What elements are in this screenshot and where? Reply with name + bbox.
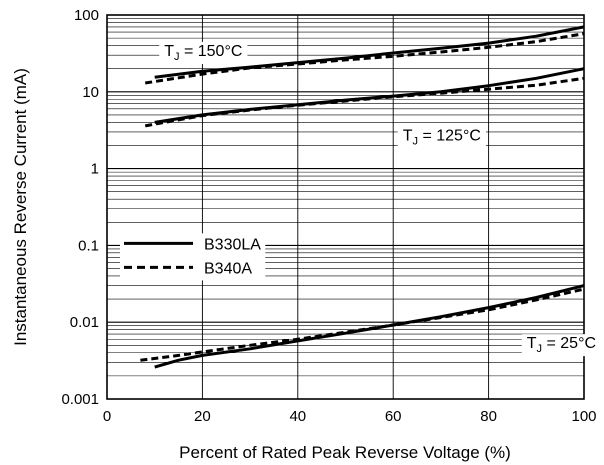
temperature-annotation: TJ = 125°C <box>398 126 486 148</box>
x-tick-label: 80 <box>480 408 497 425</box>
legend-label-b340a: B340A <box>204 260 252 277</box>
x-tick-label: 0 <box>103 408 111 425</box>
y-axis-label: Instantaneous Reverse Current (mA) <box>11 68 30 346</box>
legend-label-b330la: B330LA <box>204 236 261 253</box>
legend: B330LA B340A <box>120 233 265 280</box>
x-tick-label: 40 <box>289 408 306 425</box>
x-axis-label: Percent of Rated Peak Reverse Voltage (%… <box>179 443 511 462</box>
x-tick-label: 100 <box>571 408 596 425</box>
x-tick-label: 60 <box>385 408 402 425</box>
temperature-annotation: TJ = 25°C <box>522 334 601 356</box>
y-tick-label: 0.001 <box>61 391 99 408</box>
y-tick-label: 0.1 <box>78 237 99 254</box>
y-tick-label: 0.01 <box>70 314 99 331</box>
x-tick-label: 20 <box>194 408 211 425</box>
y-tick-label: 100 <box>74 7 99 24</box>
y-tick-label: 10 <box>82 84 99 101</box>
temperature-annotation: TJ = 150°C <box>159 42 247 64</box>
y-tick-label: 1 <box>91 161 99 178</box>
